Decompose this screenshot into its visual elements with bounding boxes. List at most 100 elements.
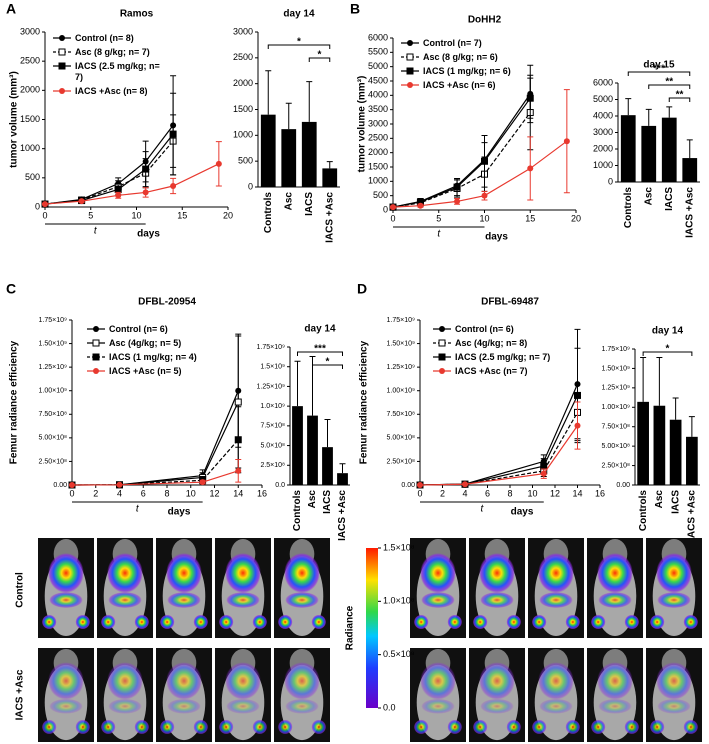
y-tick-label: 5.00×10⁸ [39, 435, 67, 442]
signal [311, 614, 327, 630]
bar [260, 114, 276, 187]
legend-entry: IACS +Asc (n= 8) [52, 86, 170, 97]
signal [285, 592, 319, 608]
legend-label: Asc (8 g/kg; n= 7) [75, 47, 150, 57]
colorbar-label: Radiance [345, 605, 356, 650]
legend-swatch [53, 88, 71, 94]
x-tick-label: 0 [69, 488, 74, 498]
signal [479, 553, 515, 593]
y-tick-label: 1.75×10⁹ [257, 344, 286, 351]
signal [107, 553, 143, 593]
y-tick-label: 1500 [20, 114, 40, 124]
y-tick-label: 4000 [368, 90, 388, 100]
significance-label: * [666, 344, 670, 355]
signal [225, 553, 261, 593]
marker [407, 82, 413, 88]
signal [225, 662, 261, 700]
y-tick-label: 1000 [368, 176, 388, 186]
treatment-label: t [437, 229, 441, 240]
signal [134, 719, 150, 735]
signal [159, 614, 175, 630]
significance-label: * [297, 37, 301, 48]
x-tick-label: IACS [304, 192, 315, 216]
x-tick-label: 4 [462, 488, 467, 498]
y-tick-label: 5.00×10⁸ [602, 443, 630, 450]
y-tick-label: 2000 [233, 78, 253, 88]
x-tick-label: Asc [283, 192, 294, 211]
y-tick-label: 2.50×10⁸ [39, 458, 67, 465]
y-tick-label: 7.50×10⁸ [39, 411, 67, 418]
signal [284, 553, 320, 593]
bar [292, 406, 303, 485]
bar [641, 125, 657, 182]
y-tick-label: 1.75×10⁹ [602, 346, 631, 353]
x-tick-label: Controls [292, 490, 303, 532]
marker [78, 198, 85, 205]
bar [661, 117, 677, 182]
y-tick-label: 5500 [368, 47, 388, 57]
signal [193, 614, 209, 630]
y-tick-label: 3500 [368, 104, 388, 114]
y-tick-label: 5.0×10⁸ [260, 442, 285, 449]
legend-label: IACS +Asc (n= 8) [75, 86, 148, 96]
x-tick-label: Asc [307, 490, 318, 509]
signal [447, 614, 463, 630]
signal [624, 614, 640, 630]
series-line [71, 390, 239, 486]
legend-entry: IACS +Asc (n= 7) [432, 366, 552, 377]
legend-entry: IACS (2.5 mg/kg; n= 7) [432, 352, 552, 363]
x-tick-label: IACS +Asc [324, 192, 335, 243]
y-tick-label: 500 [238, 156, 253, 166]
marker [114, 186, 122, 193]
marker [169, 130, 177, 138]
treatment-label: t [480, 504, 484, 515]
y-tick-label: 1000 [593, 160, 613, 170]
significance-bracket [627, 71, 691, 76]
marker [438, 353, 446, 361]
y-tick-label: 1.00×10⁹ [39, 388, 68, 395]
marker [406, 67, 414, 75]
bar [307, 415, 318, 485]
error-bar [625, 98, 632, 116]
error-bar [672, 397, 679, 420]
signal [624, 719, 640, 735]
series-line [71, 401, 239, 486]
bar [653, 405, 666, 485]
y-tick-label: 5000 [368, 61, 388, 71]
significance-bracket [668, 97, 691, 102]
y-tick-label: 1000 [20, 143, 40, 153]
treatment-label: t [136, 504, 140, 515]
legend-swatch [87, 339, 105, 347]
signal [49, 698, 83, 714]
marker [59, 35, 65, 41]
signal [49, 592, 83, 608]
signal [413, 719, 429, 735]
signal [480, 698, 514, 714]
signal [226, 698, 260, 714]
signal [539, 698, 573, 714]
legend-entry: IACS (1 mg/kg; n= 4) [86, 352, 206, 363]
signal [565, 614, 581, 630]
y-tick-label: 0 [35, 201, 40, 211]
chart-title: day 14 [652, 326, 684, 337]
signal [420, 662, 456, 700]
y-tick-label: 0.00 [401, 482, 415, 489]
y-tick-label: 1.00×10⁹ [387, 388, 416, 395]
legend-swatch [53, 62, 71, 70]
x-tick-label: 8 [507, 488, 512, 498]
x-tick-label: Asc [654, 490, 665, 509]
x-axis-label: days [137, 229, 160, 240]
x-tick-label: Controls [623, 187, 634, 229]
signal [252, 719, 268, 735]
x-tick-label: IACS [670, 490, 681, 514]
legend-label: IACS (2.5 mg/kg; n= 7) [75, 61, 160, 82]
legend-swatch [87, 326, 105, 332]
significance-label: ** [676, 90, 684, 101]
y-tick-label: 1.5×10⁹ [260, 364, 285, 371]
legend-swatch [401, 67, 419, 75]
signal [218, 719, 234, 735]
x-tick-label: 0 [42, 210, 47, 220]
colorbar-tick-label: 0.5×10⁸ [383, 649, 415, 659]
x-tick-label: 16 [595, 488, 605, 498]
signal [683, 719, 699, 735]
